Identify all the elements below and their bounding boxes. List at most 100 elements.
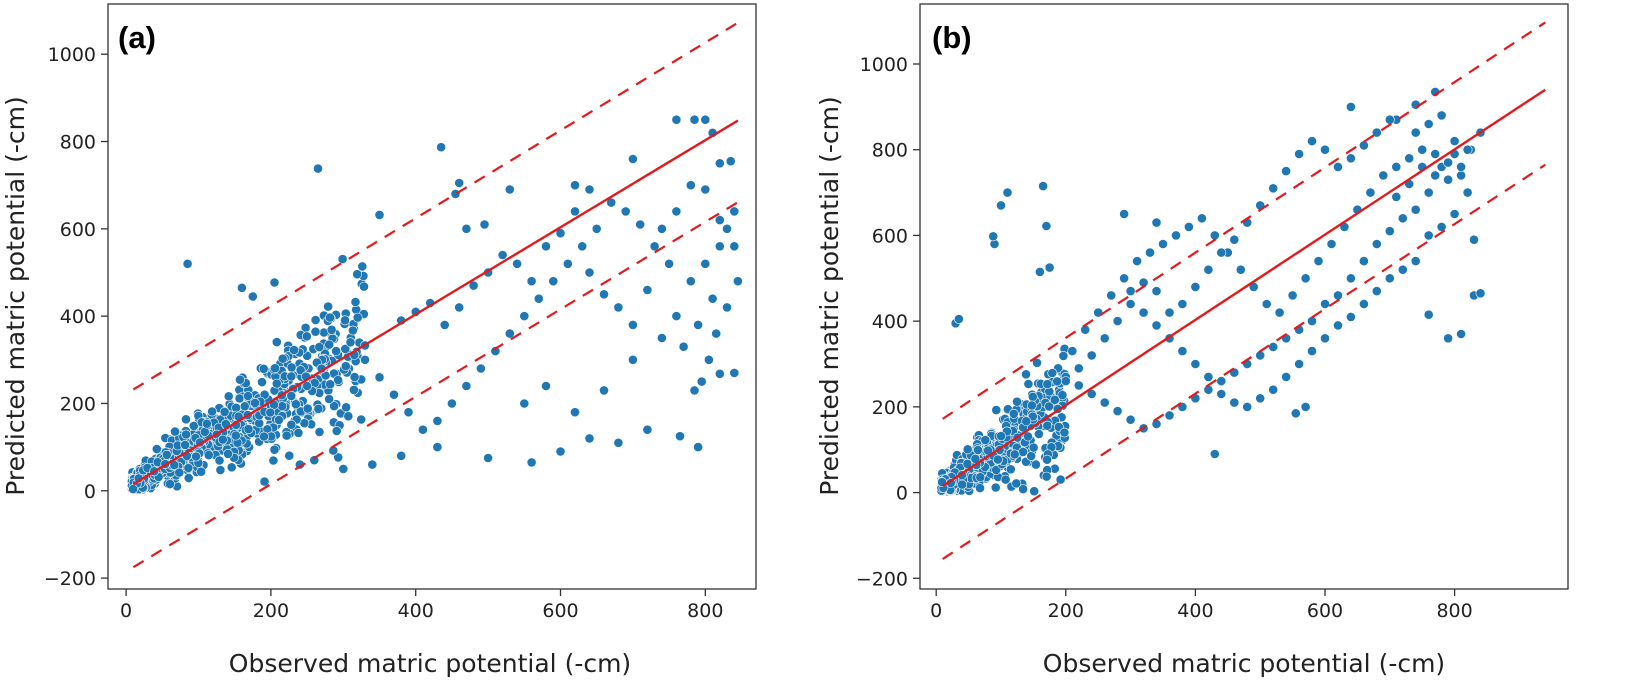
data-point	[1009, 449, 1020, 460]
data-point	[1313, 256, 1324, 266]
panel-a: 0 200 400 600 800 −200 0 200 400 600 800 1000 (a) O…	[1, 3, 757, 678]
data-point	[207, 406, 217, 417]
data-point	[403, 407, 414, 418]
data-point	[1423, 309, 1434, 320]
data-point	[1462, 144, 1473, 155]
data-point	[642, 285, 653, 295]
data-point	[1287, 290, 1298, 301]
data-point	[329, 401, 339, 411]
data-point	[1209, 449, 1220, 459]
data-point	[234, 393, 245, 404]
panel-b-ticks: 0 200 400 600 800 −200 0 200 400 600 800 1000	[856, 54, 1473, 622]
data-point	[324, 339, 335, 350]
data-point	[236, 282, 247, 293]
data-point	[1138, 307, 1149, 318]
data-point	[991, 405, 1002, 415]
data-point	[201, 418, 212, 429]
data-point	[1203, 384, 1214, 395]
data-point	[313, 403, 324, 414]
data-point	[1177, 299, 1188, 309]
data-point	[199, 426, 210, 437]
data-point	[512, 258, 522, 269]
data-point	[1023, 431, 1033, 442]
data-point	[1216, 389, 1227, 399]
data-point	[219, 406, 230, 417]
data-point	[461, 223, 472, 234]
data-point	[1443, 174, 1453, 185]
data-point	[1171, 230, 1181, 241]
data-point	[273, 415, 284, 425]
data-point	[1456, 170, 1466, 181]
data-point	[1145, 247, 1155, 258]
data-point	[996, 431, 1006, 441]
data-point	[1346, 273, 1356, 284]
data-point	[1391, 191, 1402, 202]
x-tick-label: 800	[1436, 600, 1472, 622]
data-point	[1307, 346, 1317, 356]
data-point	[1359, 256, 1369, 266]
data-point	[1028, 442, 1039, 453]
data-point	[1436, 221, 1447, 232]
data-point	[331, 346, 341, 356]
data-point	[990, 482, 1001, 493]
data-point	[1197, 213, 1207, 224]
data-point	[436, 142, 446, 153]
data-point	[1359, 299, 1369, 309]
data-point	[343, 411, 354, 422]
data-point	[1443, 157, 1453, 168]
data-point	[360, 354, 370, 365]
data-point	[203, 450, 214, 460]
data-point	[671, 206, 682, 217]
data-point	[1008, 408, 1019, 419]
data-point	[1164, 410, 1175, 421]
data-point	[295, 365, 306, 376]
data-point	[700, 114, 711, 125]
data-point	[1203, 371, 1214, 382]
data-point	[337, 254, 348, 264]
data-point	[722, 223, 732, 234]
data-point	[1125, 286, 1136, 296]
data-point	[620, 206, 631, 217]
data-point	[1027, 400, 1037, 411]
data-point	[1026, 451, 1037, 461]
data-point	[170, 426, 180, 437]
data-point	[313, 163, 323, 174]
data-point	[504, 184, 515, 195]
data-point	[338, 463, 349, 474]
data-point	[1469, 234, 1479, 245]
y-tick-label: 600	[60, 219, 96, 241]
data-point	[657, 333, 667, 343]
data-point	[181, 429, 191, 440]
data-point	[1151, 419, 1162, 429]
data-point	[333, 375, 343, 385]
y-tick-label: 400	[60, 306, 96, 328]
data-point	[689, 114, 700, 125]
data-point	[729, 367, 740, 378]
data-point	[326, 324, 337, 335]
data-point	[993, 454, 1003, 465]
data-point	[1059, 427, 1070, 438]
data-point	[180, 439, 190, 450]
data-point	[1151, 320, 1162, 331]
data-point	[1404, 153, 1415, 164]
data-point	[975, 483, 985, 493]
data-point	[671, 114, 682, 125]
data-point	[1410, 204, 1421, 215]
data-point	[450, 188, 461, 199]
data-point	[270, 363, 280, 374]
data-point	[161, 449, 172, 460]
data-point	[265, 407, 276, 418]
data-point	[1430, 170, 1441, 181]
y-tick-label: 1000	[860, 54, 908, 76]
y-tick-label: 800	[60, 132, 96, 154]
data-point	[271, 337, 282, 347]
data-point	[226, 462, 237, 473]
panel-b-marks	[936, 21, 1546, 560]
data-point	[214, 455, 225, 466]
data-point	[1290, 408, 1301, 419]
data-point	[151, 444, 162, 454]
data-point	[711, 328, 722, 339]
data-point	[649, 241, 660, 252]
data-point	[1086, 350, 1097, 361]
data-point	[1055, 474, 1066, 485]
